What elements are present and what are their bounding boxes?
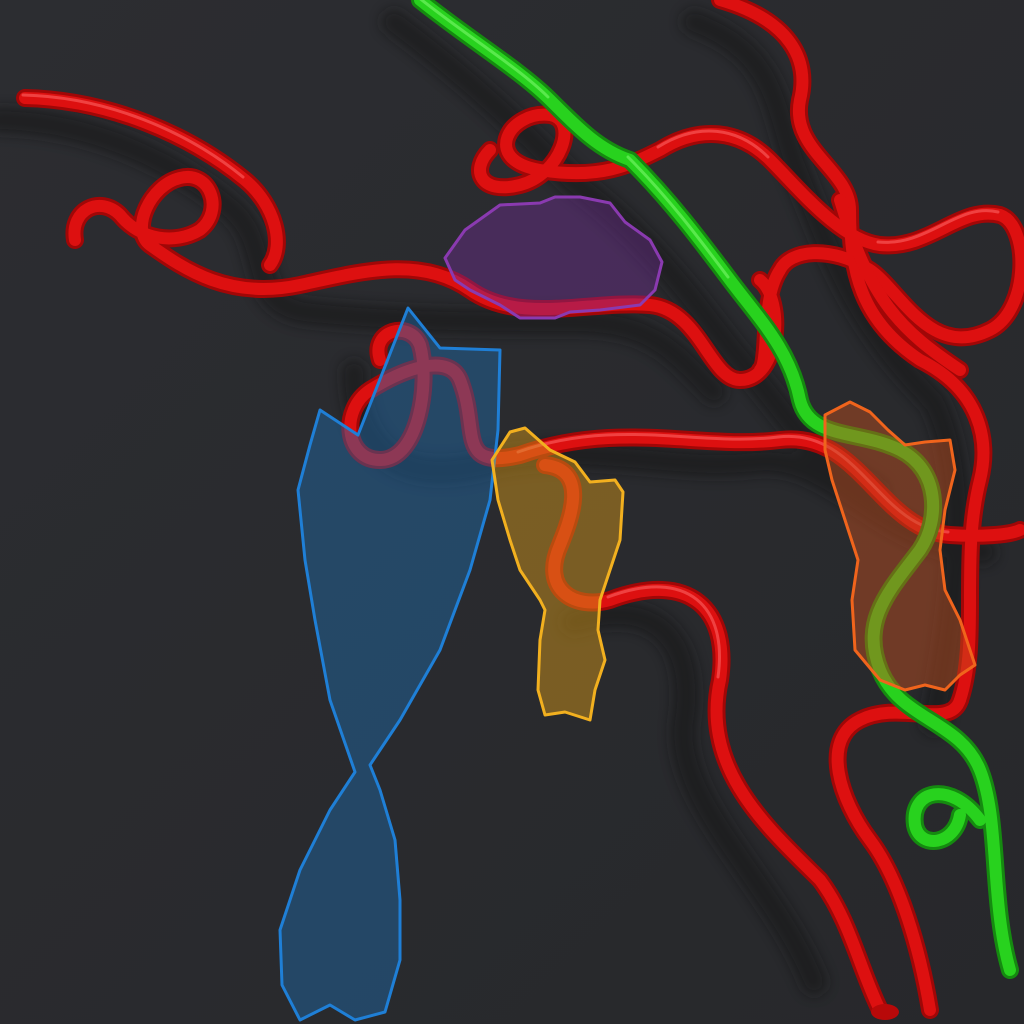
red-tubes [16, 0, 1024, 1019]
red-tube-end-cap [871, 1004, 899, 1020]
purple-region [443, 195, 664, 320]
annotations [278, 195, 977, 1022]
orange-region [823, 400, 977, 692]
blue-region [278, 306, 502, 1022]
yellow-region [490, 426, 625, 722]
green-tube [411, 0, 1019, 979]
